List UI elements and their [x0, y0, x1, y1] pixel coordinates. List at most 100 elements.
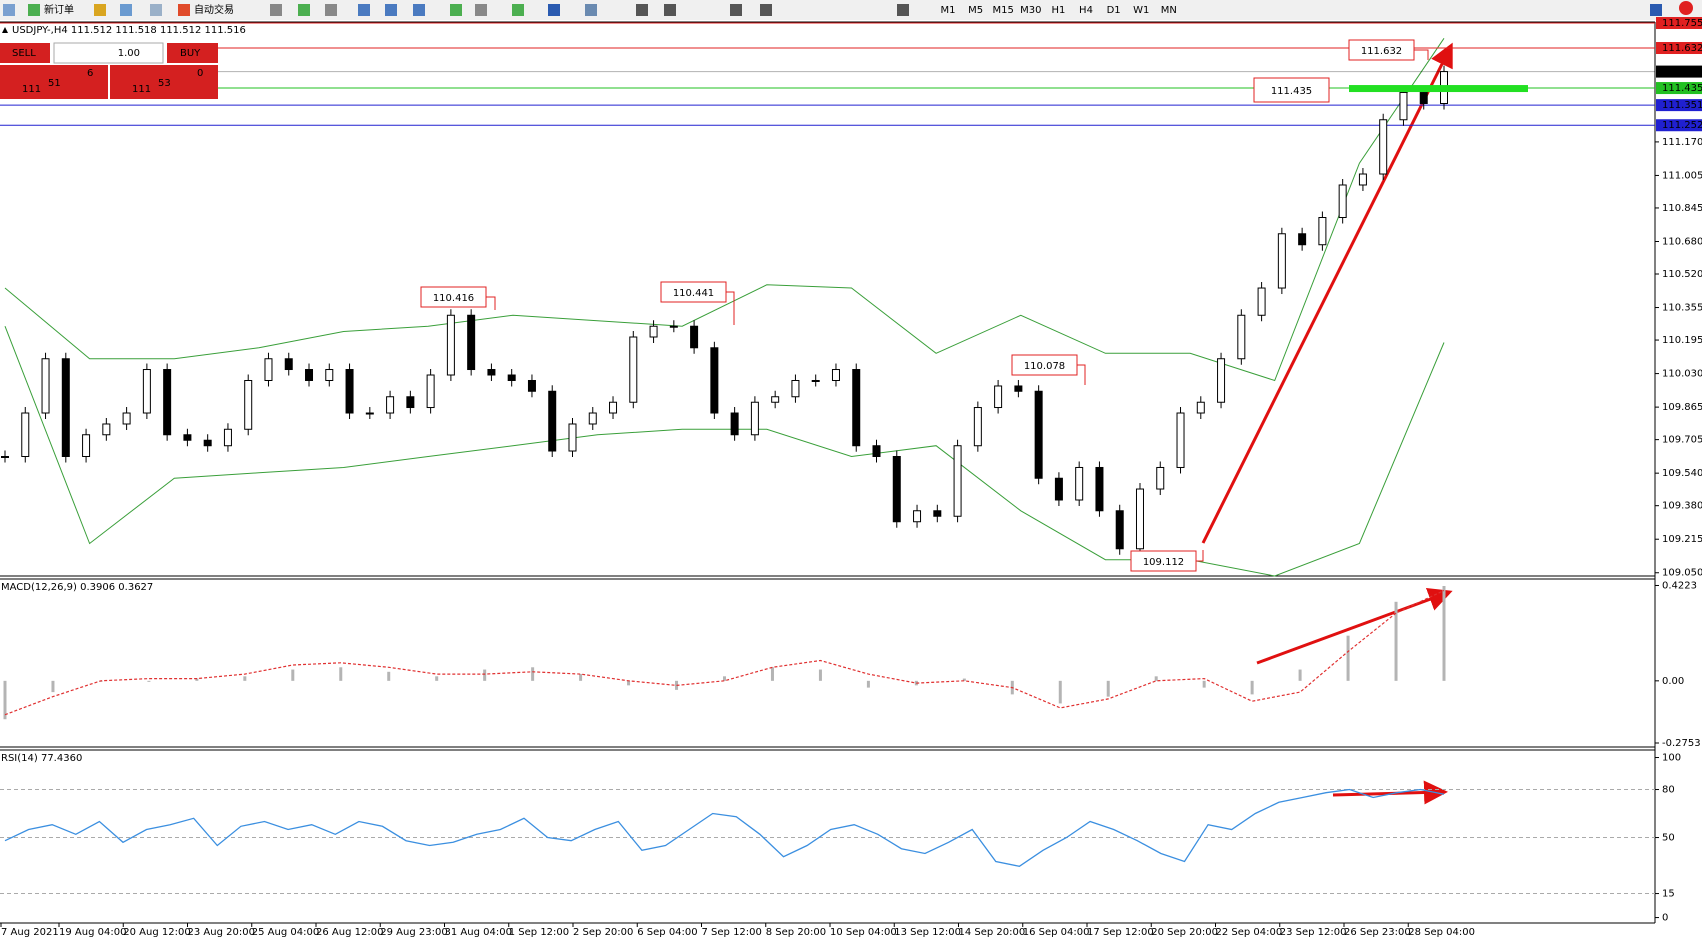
icon[interactable]	[28, 4, 40, 16]
icon[interactable]	[120, 4, 132, 16]
candle-body	[305, 369, 314, 381]
timeframe-button[interactable]: M30	[1020, 5, 1041, 16]
macd-bar	[579, 674, 583, 681]
icon[interactable]	[385, 4, 397, 16]
candle-body	[1095, 466, 1104, 512]
macd-signal	[4, 589, 1445, 716]
x-tick-label: 20 Aug 12:00	[123, 927, 190, 938]
icon[interactable]	[664, 4, 676, 16]
candle-body	[1318, 217, 1327, 246]
icon[interactable]	[897, 4, 909, 16]
price-label-box	[1656, 82, 1702, 95]
macd-bar	[483, 669, 487, 681]
icon[interactable]	[94, 4, 106, 16]
icon[interactable]	[358, 4, 370, 16]
annotation: 111.632	[1361, 46, 1402, 57]
candle-body	[1419, 92, 1428, 104]
macd-bar	[723, 676, 726, 681]
icon[interactable]	[730, 4, 742, 16]
timeframe-button[interactable]: MN	[1161, 5, 1177, 16]
timeframe-button[interactable]: M15	[993, 5, 1014, 16]
icon[interactable]	[548, 4, 560, 16]
icon[interactable]	[475, 4, 487, 16]
x-tick-label: 29 Aug 23:00	[380, 927, 447, 938]
candle-body	[1115, 510, 1124, 550]
price-small: 6	[87, 68, 93, 79]
toolbar-button[interactable]: 自动交易	[194, 3, 234, 16]
candle-body	[1135, 488, 1144, 550]
candle-body	[1196, 401, 1205, 414]
annotation-box	[1253, 77, 1330, 103]
x-tick-label: 26 Aug 12:00	[316, 927, 383, 938]
macd-bar	[51, 680, 55, 693]
candle-body	[264, 358, 273, 381]
y-tick-label: 100	[1662, 753, 1681, 764]
icon[interactable]	[178, 4, 190, 16]
icon[interactable]	[1679, 1, 1693, 15]
timeframe-button[interactable]: H4	[1079, 5, 1093, 16]
annotation-box	[1011, 354, 1078, 376]
buy-button[interactable]	[167, 43, 218, 63]
price-label: 111.435	[1662, 83, 1702, 94]
icon[interactable]	[270, 4, 282, 16]
candle-body	[771, 396, 780, 403]
timeframe-button[interactable]: W1	[1133, 5, 1149, 16]
icon[interactable]	[760, 4, 772, 16]
price-main: 53	[158, 78, 171, 89]
x-tick-label: 22 Sep 04:00	[1216, 927, 1283, 938]
macd-bar	[147, 680, 151, 682]
icon[interactable]	[1650, 4, 1662, 16]
annotation-connector	[486, 296, 496, 310]
candle-body	[102, 423, 111, 436]
price-box[interactable]	[110, 65, 218, 99]
rsi-line	[4, 788, 1445, 867]
icon[interactable]	[413, 4, 425, 16]
lots-value: 1.00	[118, 48, 140, 59]
lots-input[interactable]	[53, 42, 164, 64]
annotation-box	[1130, 550, 1197, 572]
candle-body	[669, 325, 678, 328]
timeframe-button[interactable]: M1	[941, 5, 956, 16]
x-tick-label: 6 Sep 04:00	[637, 927, 697, 938]
timeframe-button[interactable]: D1	[1107, 5, 1121, 16]
y-tick-label: 110.355	[1662, 303, 1702, 314]
candle-body	[1399, 92, 1408, 121]
toolbar-button[interactable]: 新订单	[44, 3, 74, 16]
price-box[interactable]	[0, 65, 108, 99]
timeframe-button[interactable]: M5	[968, 5, 983, 16]
candle-body	[244, 379, 253, 430]
timeframe-button[interactable]: H1	[1051, 5, 1065, 16]
candle-body	[142, 369, 151, 414]
candle-body	[345, 369, 354, 414]
icon[interactable]	[450, 4, 462, 16]
y-tick-label: 110.195	[1662, 335, 1702, 346]
candle-body	[203, 439, 212, 447]
x-tick-label: 2 Sep 20:00	[573, 927, 633, 938]
candle-body	[690, 325, 699, 349]
candle-body	[710, 347, 719, 414]
x-tick-label: 23 Aug 20:00	[188, 927, 255, 938]
candle-body	[1, 456, 9, 459]
toolbar-icons	[3, 1, 1693, 16]
annotation: 110.441	[673, 288, 714, 299]
candle-body	[406, 396, 415, 409]
candle-body	[548, 390, 557, 452]
icon[interactable]	[585, 4, 597, 16]
icon[interactable]	[636, 4, 648, 16]
x-tick-label: 1 Sep 12:00	[509, 927, 569, 938]
macd-bar	[1442, 586, 1446, 681]
toolbar	[0, 0, 1702, 20]
y-tick-label: 109.865	[1662, 402, 1702, 413]
icon[interactable]	[3, 4, 15, 16]
candle-body	[1379, 119, 1388, 175]
sell-button[interactable]	[0, 43, 50, 63]
macd-bar	[1106, 680, 1110, 697]
icon[interactable]	[512, 4, 524, 16]
candle-body	[852, 369, 861, 447]
x-tick-label: 8 Sep 20:00	[766, 927, 826, 938]
icon[interactable]	[298, 4, 310, 16]
icon[interactable]	[150, 4, 162, 16]
candle-body	[1257, 287, 1266, 316]
icon[interactable]	[325, 4, 337, 16]
macd-bar	[243, 676, 247, 681]
